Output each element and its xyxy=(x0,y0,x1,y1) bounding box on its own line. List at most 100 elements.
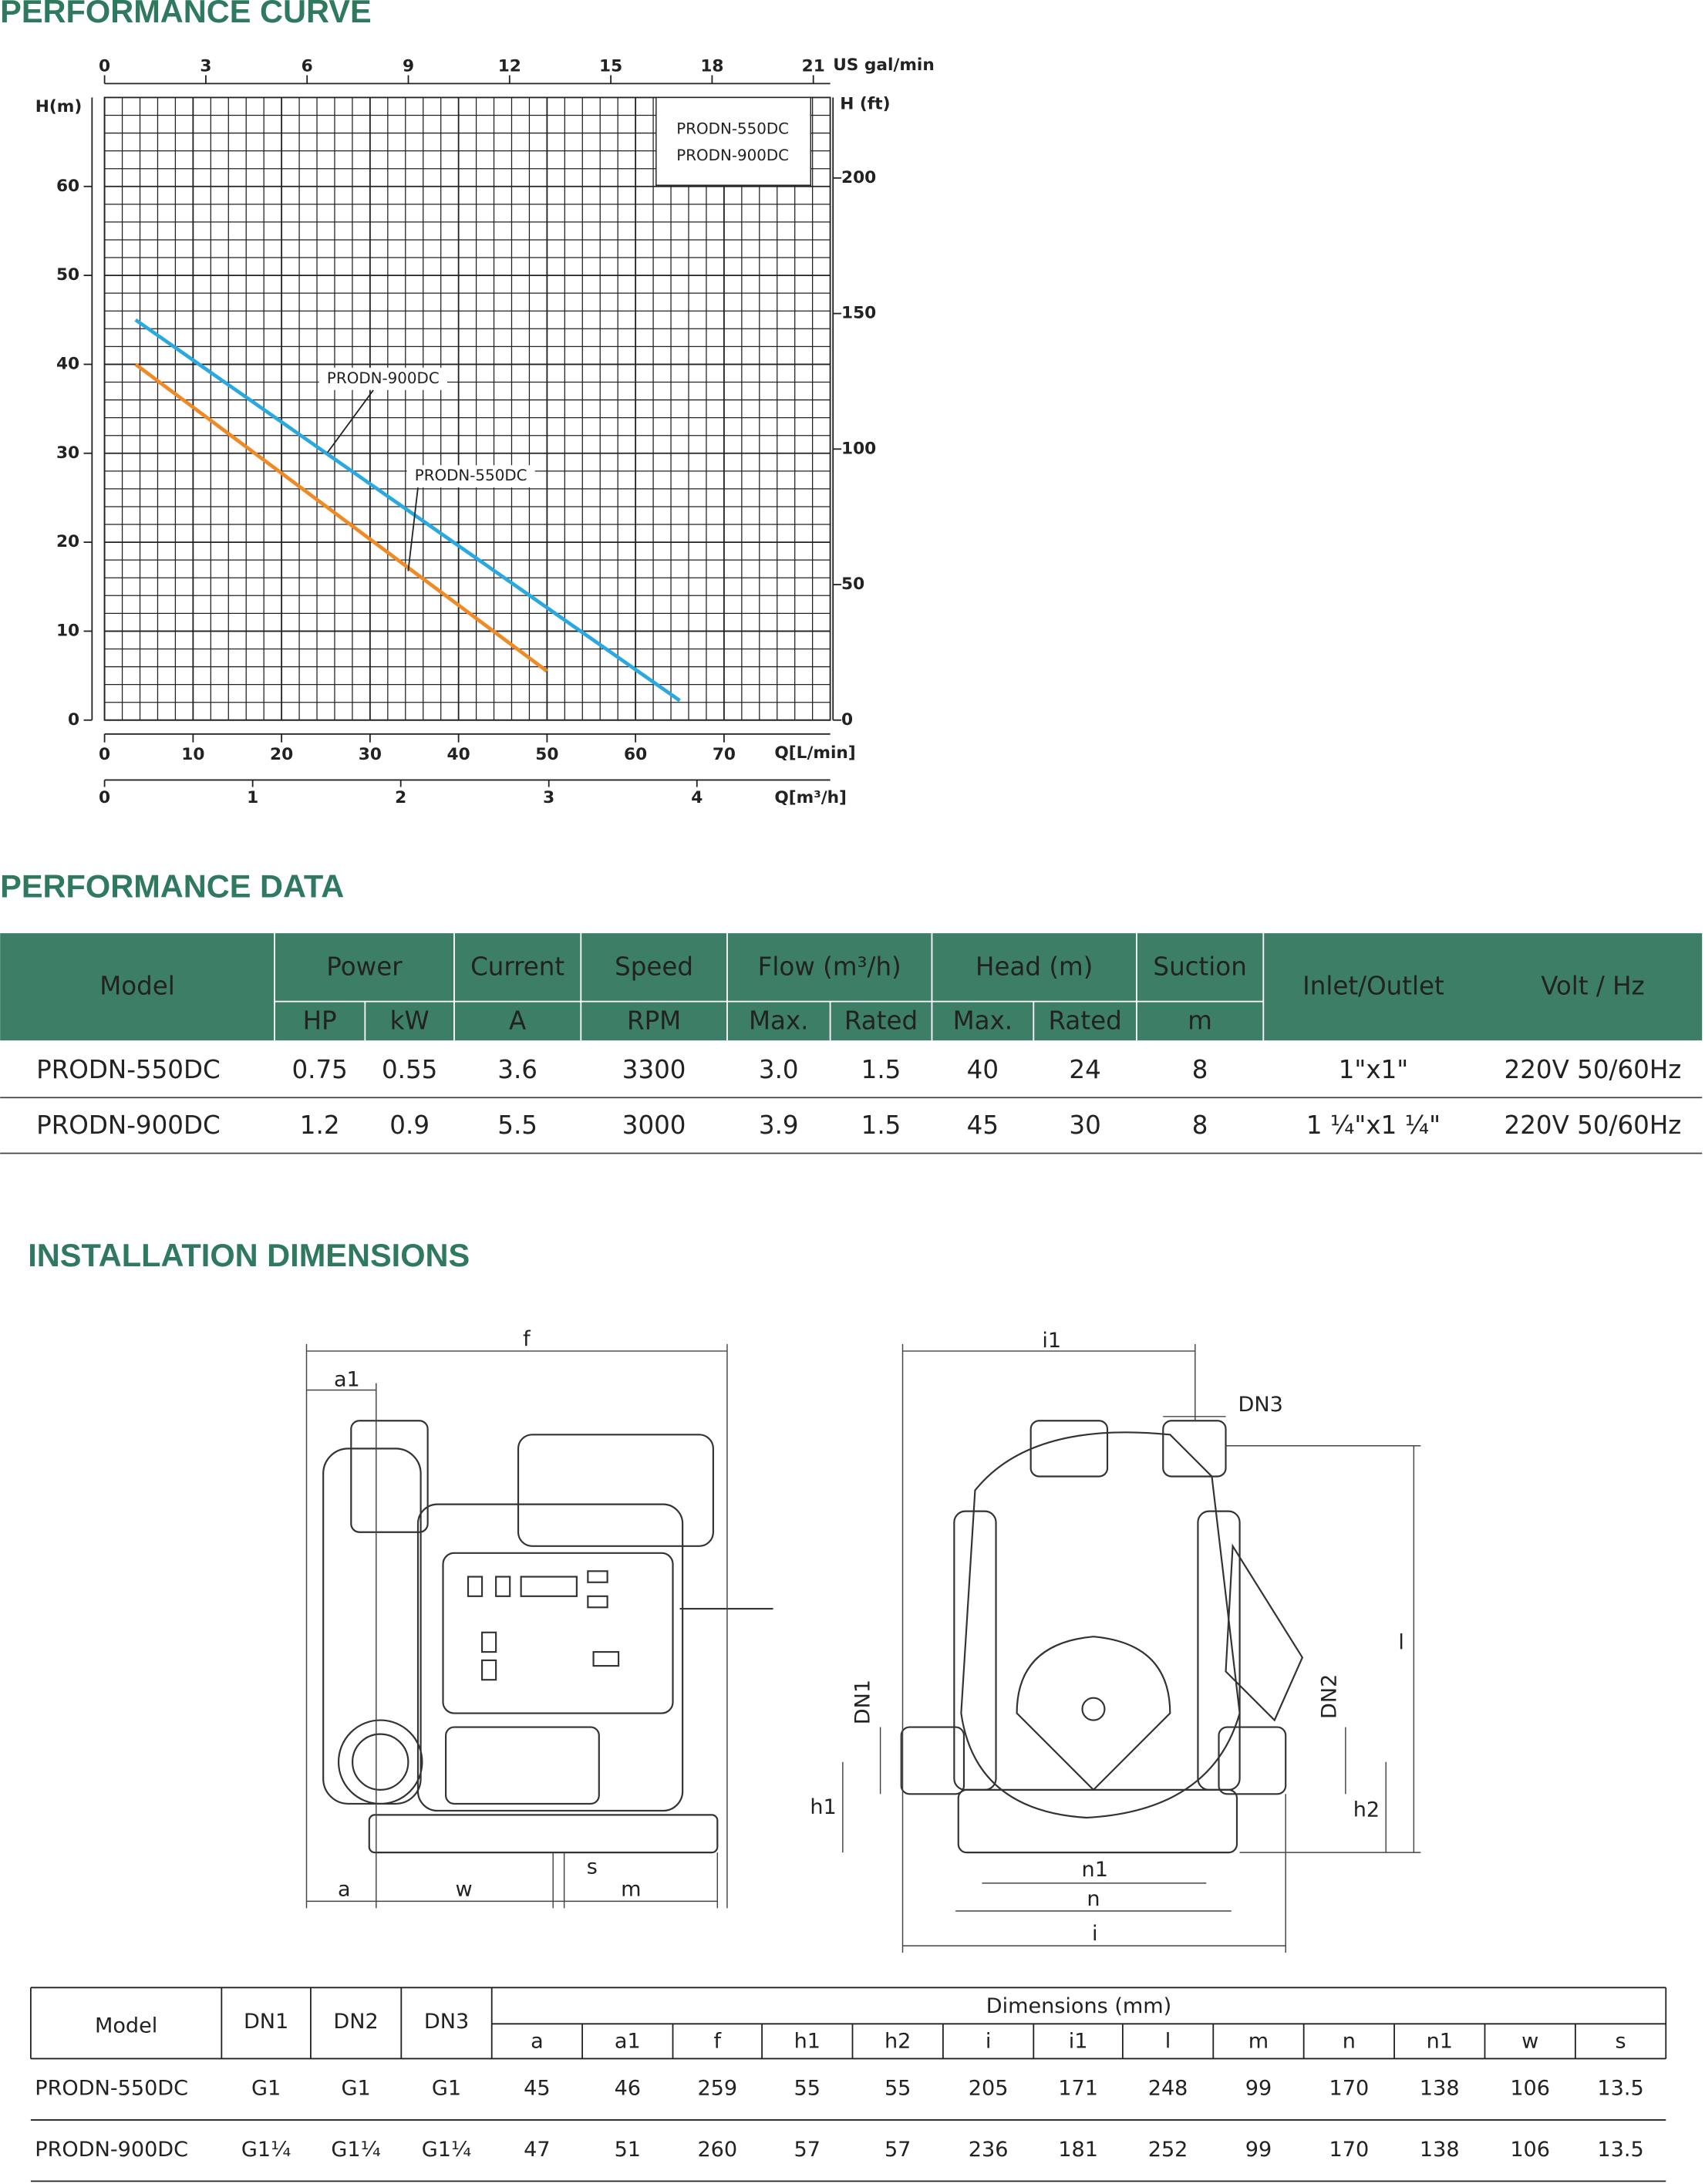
annotation-bg xyxy=(406,465,535,488)
table-subheader: A xyxy=(509,1006,526,1036)
table-cell: 24 xyxy=(1069,1055,1100,1084)
table-cell: 5.5 xyxy=(497,1111,537,1140)
table-cell: 55 xyxy=(885,2077,911,2101)
dimension-lines xyxy=(305,1343,1421,1953)
table-subheader: h1 xyxy=(794,2029,820,2053)
y-tick-label: 0 xyxy=(68,710,79,730)
dimension-label: h1 xyxy=(810,1795,836,1819)
x2-tick-label: 18 xyxy=(700,57,723,76)
table-header: DN1 xyxy=(244,2010,288,2034)
table-cell: 13.5 xyxy=(1597,2077,1643,2101)
table-cell: 1.5 xyxy=(861,1111,901,1140)
table-cell: 3.6 xyxy=(497,1055,537,1084)
dimension-label: f xyxy=(523,1327,531,1351)
table-header: Flow (m³/h) xyxy=(758,952,901,981)
table-cell: 1.2 xyxy=(300,1111,340,1140)
y-tick-label: 60 xyxy=(56,177,79,196)
table-subheader: RPM xyxy=(627,1006,681,1036)
table-subheader: Max. xyxy=(953,1006,1013,1036)
y2-axis-label: H (ft) xyxy=(840,94,890,113)
table-cell: 57 xyxy=(885,2138,911,2162)
y2-tick-label: 50 xyxy=(841,575,864,594)
table-cell: 248 xyxy=(1148,2077,1188,2101)
table-cell: 236 xyxy=(969,2138,1009,2162)
table-subheader: kW xyxy=(390,1006,430,1036)
x3-tick-label: 4 xyxy=(691,788,703,807)
table-subheader: m xyxy=(1248,2029,1269,2053)
table-cell: 3.9 xyxy=(759,1111,799,1140)
table-subheader: Rated xyxy=(1049,1006,1122,1036)
table-subheader: n xyxy=(1343,2029,1356,2053)
y-tick-label: 50 xyxy=(56,265,79,285)
x2-tick-label: 3 xyxy=(200,57,211,76)
table-header: Model xyxy=(99,972,175,1001)
table-cell: 45 xyxy=(967,1111,999,1140)
table-cell: G1 xyxy=(342,2077,371,2101)
y-tick-label: 10 xyxy=(56,621,79,640)
legend-entry: PRODN-900DC xyxy=(676,147,789,164)
table-cell: 40 xyxy=(967,1055,999,1084)
table-cell: G1¼ xyxy=(241,2138,291,2162)
y-tick-label: 20 xyxy=(56,532,79,551)
dimension-label: i xyxy=(1092,1922,1098,1946)
table-cell: 170 xyxy=(1329,2077,1370,2101)
table-subheader: f xyxy=(714,2029,723,2053)
y2-tick-label: 0 xyxy=(841,710,853,730)
series-line xyxy=(134,362,548,673)
annotation: PRODN-550DC xyxy=(415,467,527,484)
legend-box xyxy=(655,96,812,186)
table-header: DN2 xyxy=(333,2010,378,2034)
table-cell: 3000 xyxy=(622,1111,686,1140)
table-subheader: w xyxy=(1521,2029,1538,2053)
table-cell: 220V 50/60Hz xyxy=(1505,1055,1682,1084)
dimension-label: DN1 xyxy=(851,1680,874,1724)
x2-tick-label: 21 xyxy=(802,57,825,76)
x2-tick-label: 12 xyxy=(498,57,521,76)
table-cell: 0.75 xyxy=(291,1055,347,1084)
table-cell: 1 ¼"x1 ¼" xyxy=(1306,1111,1440,1140)
dimension-label: DN2 xyxy=(1318,1674,1342,1719)
table-cell: 170 xyxy=(1329,2138,1370,2162)
x-tick-label: 0 xyxy=(99,745,110,764)
x3-tick-label: 3 xyxy=(543,788,554,807)
annotation-leader xyxy=(407,487,419,571)
x-tick-label: 60 xyxy=(624,745,647,764)
annotation-leader xyxy=(326,389,374,453)
pump-front-view xyxy=(900,1420,1304,1854)
table-cell: G1 xyxy=(432,2077,461,2101)
table-cell: 45 xyxy=(524,2077,550,2101)
table-cell: PRODN-550DC xyxy=(36,1055,221,1084)
dimension-label: a1 xyxy=(334,1367,360,1391)
table-cell: 220V 50/60Hz xyxy=(1505,1111,1682,1140)
table-subheader: HP xyxy=(303,1006,337,1036)
x2-tick-label: 0 xyxy=(99,57,110,76)
section-title: PERFORMANCE CURVE xyxy=(0,0,372,29)
table-header: Power xyxy=(326,952,403,981)
legend-entry: PRODN-550DC xyxy=(676,120,789,137)
table-subheader: Max. xyxy=(749,1006,809,1036)
dimension-label: a xyxy=(338,1877,351,1901)
table-subheader: a1 xyxy=(615,2029,641,2053)
table-subheader: n1 xyxy=(1427,2029,1453,2053)
dimension-label: s xyxy=(587,1855,598,1879)
table-cell: G1 xyxy=(251,2077,281,2101)
table-cell: 13.5 xyxy=(1597,2138,1643,2162)
table-cell: 99 xyxy=(1245,2138,1272,2162)
x3-axis-label: Q[m³/h] xyxy=(774,788,847,807)
x-axis-label: Q[L/min] xyxy=(774,743,855,763)
table-header: Inlet/Outlet xyxy=(1302,972,1444,1001)
y2-tick-label: 150 xyxy=(841,304,876,323)
dimension-label: l xyxy=(1398,1631,1404,1655)
table-cell: 57 xyxy=(794,2138,820,2162)
table-cell: 106 xyxy=(1510,2077,1550,2101)
pump-side-view xyxy=(322,1420,773,1854)
x-tick-label: 50 xyxy=(535,745,558,764)
x3-tick-label: 0 xyxy=(99,788,110,807)
table-cell: 0.9 xyxy=(389,1111,430,1140)
table-cell: 0.55 xyxy=(382,1055,437,1084)
x2-tick-label: 6 xyxy=(302,57,313,76)
table-cell: 30 xyxy=(1069,1111,1100,1140)
table-cell: 138 xyxy=(1420,2077,1460,2101)
x2-tick-label: 9 xyxy=(403,57,414,76)
